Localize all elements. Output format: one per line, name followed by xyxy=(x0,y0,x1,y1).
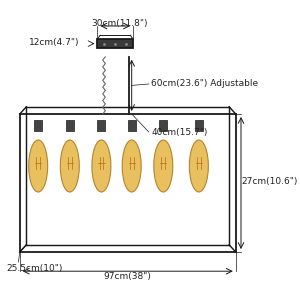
Text: 12cm(4.7"): 12cm(4.7") xyxy=(28,38,79,47)
Bar xyxy=(34,120,42,131)
Bar xyxy=(98,39,133,48)
Ellipse shape xyxy=(122,140,141,192)
Ellipse shape xyxy=(29,140,48,192)
Bar xyxy=(128,120,136,131)
Text: 30cm(11.8"): 30cm(11.8") xyxy=(92,19,148,28)
Text: 40cm(15.7"): 40cm(15.7") xyxy=(152,128,208,136)
Bar xyxy=(98,120,105,131)
Bar xyxy=(66,120,74,131)
Ellipse shape xyxy=(60,140,79,192)
Bar xyxy=(159,120,167,131)
Ellipse shape xyxy=(189,140,208,192)
Text: 97cm(38"): 97cm(38") xyxy=(104,272,152,280)
Text: 27cm(10.6"): 27cm(10.6") xyxy=(241,178,297,187)
Ellipse shape xyxy=(92,140,111,192)
Bar xyxy=(195,120,203,131)
Ellipse shape xyxy=(154,140,173,192)
Text: 60cm(23.6") Adjustable: 60cm(23.6") Adjustable xyxy=(152,80,259,88)
Text: 25.5cm(10"): 25.5cm(10") xyxy=(7,263,63,272)
